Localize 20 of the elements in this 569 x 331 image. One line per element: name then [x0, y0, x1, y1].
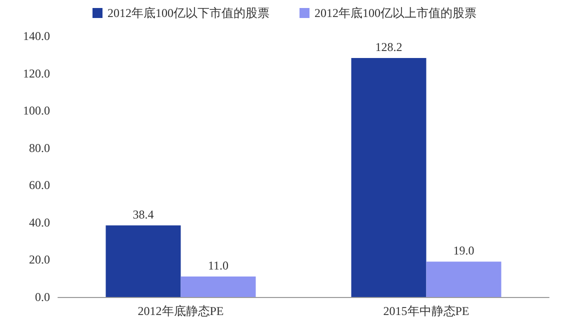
legend-label: 2012年底100亿以下市值的股票 — [108, 6, 270, 20]
data-label: 19.0 — [453, 244, 474, 258]
y-tick-label: 60.0 — [29, 178, 50, 192]
y-tick-label: 40.0 — [29, 215, 50, 230]
data-label: 11.0 — [208, 258, 229, 272]
legend-label: 2012年底100亿以上市值的股票 — [314, 6, 476, 20]
y-tick-label: 0.0 — [35, 290, 50, 304]
y-tick-label: 120.0 — [23, 66, 50, 80]
y-tick-label: 80.0 — [29, 140, 50, 155]
x-tick-label: 2012年底静态PE — [138, 304, 224, 318]
bar — [351, 58, 426, 297]
bar — [180, 276, 256, 297]
data-label: 128.2 — [375, 40, 402, 54]
y-tick-label: 20.0 — [29, 252, 50, 267]
y-tick-label: 100.0 — [23, 104, 50, 118]
data-label: 38.4 — [132, 207, 154, 222]
bar — [426, 262, 502, 297]
y-tick-label: 140.0 — [23, 29, 50, 43]
bar — [106, 225, 181, 297]
x-tick-label: 2015年中静态PE — [383, 304, 470, 318]
